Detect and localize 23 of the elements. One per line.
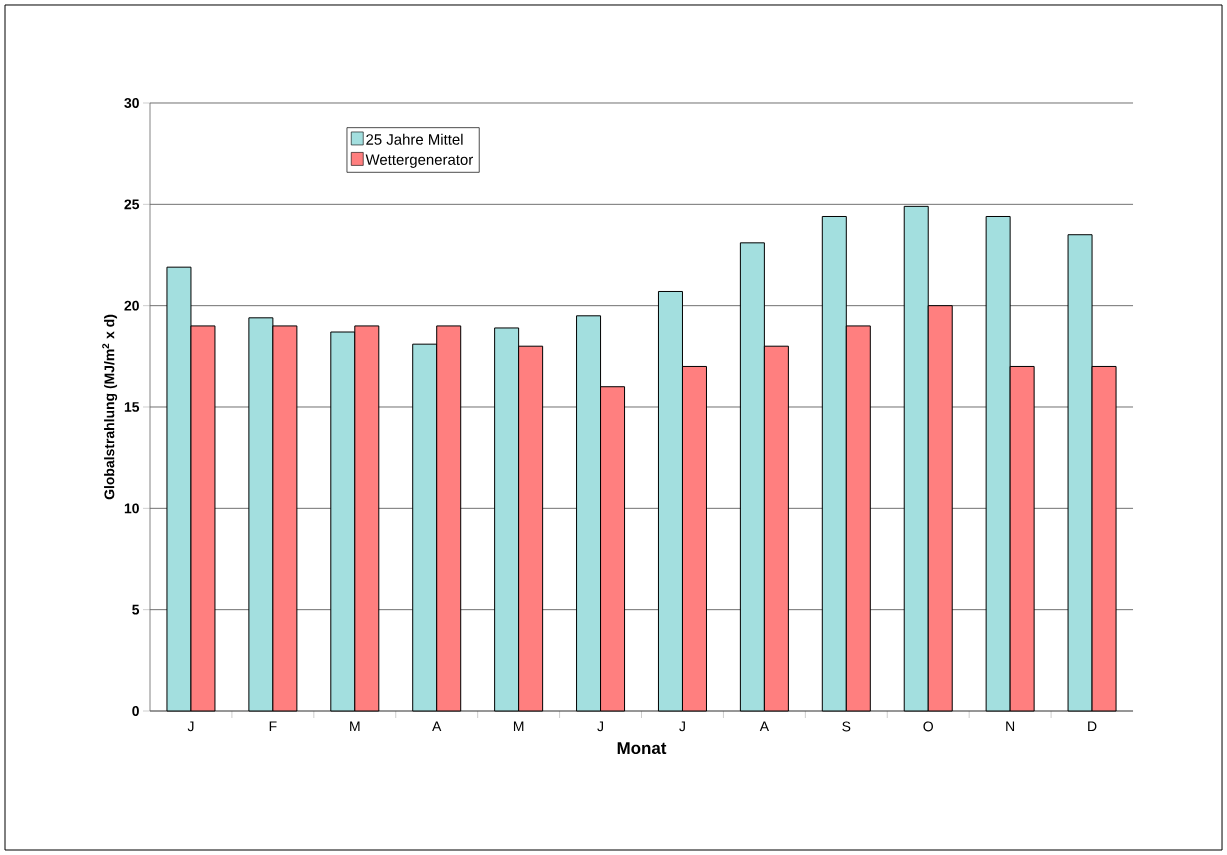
x-tick-label: J [597,721,603,732]
x-tick-label: J [679,721,685,732]
x-tick-label: A [432,721,442,732]
x-tick-label: J [187,721,194,732]
x-tick-label: O [923,721,933,732]
x-tick-label: N [1006,721,1015,732]
y-tick-label: 30 [124,98,139,108]
x-tick-label: F [269,721,277,732]
x-tick-label: M [513,721,524,732]
y-tick-label: 0 [132,706,139,716]
y-tick-label: 5 [132,604,140,615]
y-tick-label: 20 [124,300,139,311]
legend-label: 25 Jahre Mittel [366,133,463,145]
x-tick-label: M [350,721,360,732]
y-tick-label: 25 [124,199,140,210]
y-tick-label: 15 [124,402,140,412]
y-tick-label: 10 [124,503,139,514]
y-axis-title: Globalstrahlung (MJ/m$^{2}$ x d) [102,314,118,500]
legend-label: Wettergenerator [365,154,473,168]
x-axis-title: Monat [617,742,667,755]
x-tick-label: S [842,721,851,732]
x-tick-label: D [1088,721,1097,732]
x-tick-label: A [759,721,770,732]
